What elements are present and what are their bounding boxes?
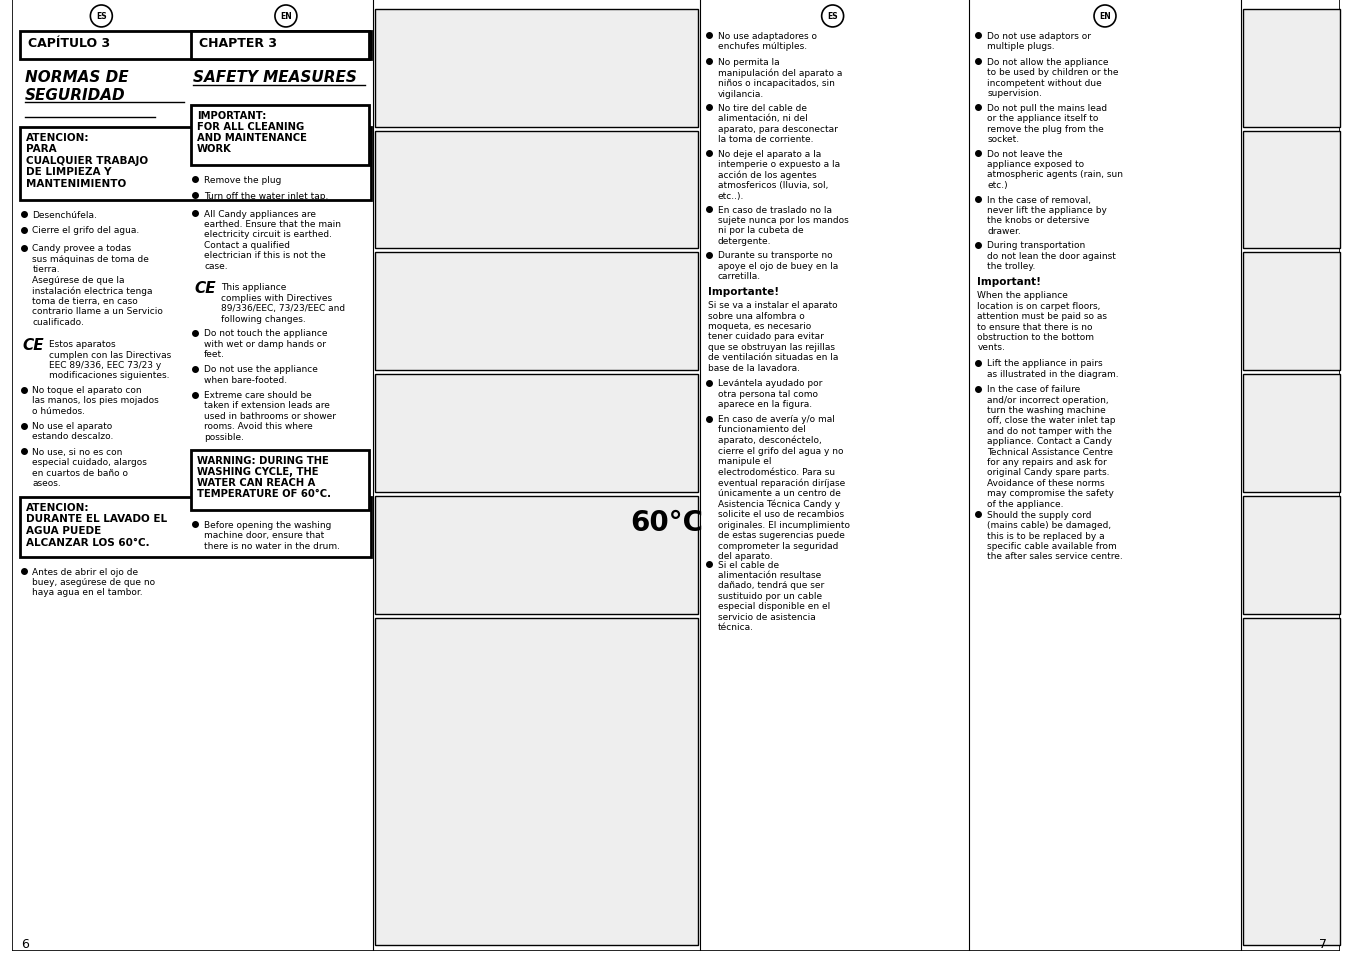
Text: In the case of failure
and/or incorrect operation,
turn the washing machine
off,: In the case of failure and/or incorrect … xyxy=(988,385,1116,508)
Text: Remove the plug: Remove the plug xyxy=(204,175,281,184)
Text: All Candy appliances are
earthed. Ensure that the main
electricity circuit is ea: All Candy appliances are earthed. Ensure… xyxy=(204,210,340,271)
Text: TEMPERATURE OF 60°C.: TEMPERATURE OF 60°C. xyxy=(197,489,331,498)
Text: No toque el aparato con
las manos, los pies mojados
o húmedos.: No toque el aparato con las manos, los p… xyxy=(32,386,159,416)
Text: En caso de traslado no la
sujete nunca por los mandos
ni por la cubeta de
deterg: En caso de traslado no la sujete nunca p… xyxy=(717,205,848,246)
Text: Do not allow the appliance
to be used by children or the
incompetent without due: Do not allow the appliance to be used by… xyxy=(988,58,1119,98)
Text: No use adaptadores o
enchufes múltiples.: No use adaptadores o enchufes múltiples. xyxy=(717,31,817,51)
Text: Si se va a instalar el aparato
sobre una alfombra o
moqueta, es necesario
tener : Si se va a instalar el aparato sobre una… xyxy=(708,301,839,373)
Text: Si el cable de
alimentación resultase
dañado, tendrá que ser
sustituido por un c: Si el cable de alimentación resultase da… xyxy=(717,560,830,632)
Text: Candy provee a todas
sus máquinas de toma de
tierra.
Asegúrese de que la
instala: Candy provee a todas sus máquinas de tom… xyxy=(32,244,163,327)
Text: WASHING CYCLE, THE: WASHING CYCLE, THE xyxy=(197,467,319,476)
Text: CE: CE xyxy=(195,281,216,296)
Text: WARNING: DURING THE: WARNING: DURING THE xyxy=(197,456,328,465)
Bar xyxy=(1243,497,1340,614)
Text: Do not use the appliance
when bare-footed.: Do not use the appliance when bare-foote… xyxy=(204,365,317,384)
Bar xyxy=(1243,10,1340,128)
Text: No permita la
manipulación del aparato a
niños o incapacitados, sin
vigilancia.: No permita la manipulación del aparato a… xyxy=(717,58,842,98)
Text: Antes de abrir el ojo de
buey, asegúrese de que no
haya agua en el tambor.: Antes de abrir el ojo de buey, asegúrese… xyxy=(32,567,155,597)
Text: Should the supply cord
(mains cable) be damaged,
this is to be replaced by a
spe: Should the supply cord (mains cable) be … xyxy=(988,510,1123,560)
Bar xyxy=(190,451,369,510)
Bar xyxy=(1243,253,1340,371)
Text: Cierre el grifo del agua.: Cierre el grifo del agua. xyxy=(32,226,139,235)
Text: No tire del cable de
alimentación, ni del
aparato, para desconectar
la toma de c: No tire del cable de alimentación, ni de… xyxy=(717,104,838,144)
Bar xyxy=(374,253,698,371)
Text: ES: ES xyxy=(96,12,107,21)
Bar xyxy=(374,132,698,249)
Bar xyxy=(19,497,370,558)
Bar xyxy=(1243,375,1340,493)
Text: DURANTE EL LAVADO EL: DURANTE EL LAVADO EL xyxy=(26,514,166,524)
Text: WORK: WORK xyxy=(197,144,232,154)
Bar xyxy=(374,618,698,944)
Text: No deje el aparato a la
intemperie o expuesto a la
acción de los agentes
atmosfe: No deje el aparato a la intemperie o exp… xyxy=(717,150,840,201)
Text: In the case of removal,
never lift the appliance by
the knobs or detersive
drawe: In the case of removal, never lift the a… xyxy=(988,195,1108,235)
Text: 7: 7 xyxy=(1319,937,1327,950)
Bar xyxy=(19,128,370,200)
Text: AGUA PUEDE: AGUA PUEDE xyxy=(26,525,101,536)
Text: This appliance
complies with Directives
89/336/EEC, 73/23/EEC and
following chan: This appliance complies with Directives … xyxy=(222,283,346,323)
Text: CHAPTER 3: CHAPTER 3 xyxy=(199,37,277,50)
Text: 60°C: 60°C xyxy=(630,508,703,537)
Text: No use el aparato
estando descalzo.: No use el aparato estando descalzo. xyxy=(32,421,113,441)
Text: NORMAS DE: NORMAS DE xyxy=(24,70,128,85)
Text: ES: ES xyxy=(827,12,838,21)
Text: EN: EN xyxy=(280,12,292,21)
Text: Durante su transporte no
apoye el ojo de buey en la
carretilla.: Durante su transporte no apoye el ojo de… xyxy=(717,252,838,281)
Bar xyxy=(190,106,369,166)
Text: ATENCION:: ATENCION: xyxy=(26,502,89,513)
Text: Turn off the water inlet tap.: Turn off the water inlet tap. xyxy=(204,192,328,200)
Text: PARA: PARA xyxy=(26,144,57,154)
Text: AND MAINTENANCE: AND MAINTENANCE xyxy=(197,132,307,143)
Text: Before opening the washing
machine door, ensure that
there is no water in the dr: Before opening the washing machine door,… xyxy=(204,520,340,550)
Text: CUALQUIER TRABAJO: CUALQUIER TRABAJO xyxy=(26,155,147,166)
Text: DE LIMPIEZA Y: DE LIMPIEZA Y xyxy=(26,168,111,177)
Text: Do not pull the mains lead
or the appliance itself to
remove the plug from the
s: Do not pull the mains lead or the applia… xyxy=(988,104,1108,144)
Text: Desenchúfela.: Desenchúfela. xyxy=(32,211,97,219)
Text: CE: CE xyxy=(23,338,45,353)
Text: When the appliance
location is on carpet floors,
attention must be paid so as
to: When the appliance location is on carpet… xyxy=(977,291,1108,352)
Text: Importante!: Importante! xyxy=(708,287,780,297)
Text: 6: 6 xyxy=(22,937,30,950)
Text: EN: EN xyxy=(1100,12,1111,21)
Text: Extreme care should be
taken if extension leads are
used in bathrooms or shower
: Extreme care should be taken if extensio… xyxy=(204,391,336,441)
Text: CAPÍTULO 3: CAPÍTULO 3 xyxy=(27,37,109,50)
Text: En caso de avería y/o mal
funcionamiento del
aparato, desconéctelo,
cierre el gr: En caso de avería y/o mal funcionamiento… xyxy=(717,415,850,560)
Text: Important!: Important! xyxy=(977,277,1042,287)
Text: Lift the appliance in pairs
as illustrated in the diagram.: Lift the appliance in pairs as illustrat… xyxy=(988,358,1119,378)
Text: SEGURIDAD: SEGURIDAD xyxy=(24,88,126,103)
Text: ALCANZAR LOS 60°C.: ALCANZAR LOS 60°C. xyxy=(26,537,149,547)
Text: ATENCION:: ATENCION: xyxy=(26,132,89,143)
Text: Estos aparatos
cumplen con las Directivas
EEC 89/336, EEC 73/23 y
modificaciones: Estos aparatos cumplen con las Directiva… xyxy=(50,340,172,380)
Text: FOR ALL CLEANING: FOR ALL CLEANING xyxy=(197,122,304,132)
Text: Do not leave the
appliance exposed to
atmospheric agents (rain, sun
etc.): Do not leave the appliance exposed to at… xyxy=(988,150,1123,190)
Text: During transportation
do not lean the door against
the trolley.: During transportation do not lean the do… xyxy=(988,241,1116,271)
Bar xyxy=(1243,618,1340,944)
Bar xyxy=(374,10,698,128)
Text: SAFETY MEASURES: SAFETY MEASURES xyxy=(193,70,357,85)
Text: MANTENIMIENTO: MANTENIMIENTO xyxy=(26,179,126,189)
Text: Levántela ayudado por
otra persona tal como
aparece en la figura.: Levántela ayudado por otra persona tal c… xyxy=(717,378,823,409)
Bar xyxy=(1243,132,1340,249)
Bar xyxy=(190,31,369,60)
Text: WATER CAN REACH A: WATER CAN REACH A xyxy=(197,477,316,488)
Bar xyxy=(374,497,698,614)
Text: No use, si no es con
especial cuidado, alargos
en cuartos de baño o
aseos.: No use, si no es con especial cuidado, a… xyxy=(32,448,147,488)
Text: Do not touch the appliance
with wet or damp hands or
feet.: Do not touch the appliance with wet or d… xyxy=(204,329,327,358)
Text: Do not use adaptors or
multiple plugs.: Do not use adaptors or multiple plugs. xyxy=(988,31,1092,51)
Text: IMPORTANT:: IMPORTANT: xyxy=(197,111,266,121)
Bar xyxy=(19,31,370,60)
Bar xyxy=(374,375,698,493)
